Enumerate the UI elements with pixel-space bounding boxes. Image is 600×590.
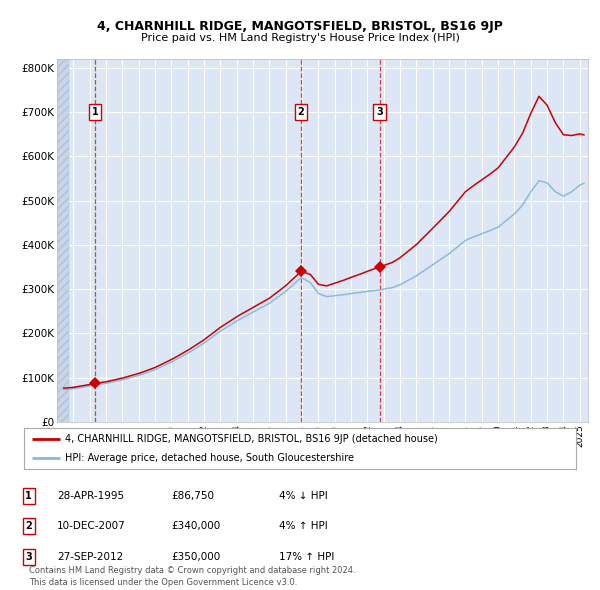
Text: Contains HM Land Registry data © Crown copyright and database right 2024.
This d: Contains HM Land Registry data © Crown c… [29, 566, 355, 587]
Text: 28-APR-1995: 28-APR-1995 [57, 491, 124, 500]
Bar [57, 59, 69, 422]
Text: Price paid vs. HM Land Registry's House Price Index (HPI): Price paid vs. HM Land Registry's House … [140, 34, 460, 43]
Text: 4% ↓ HPI: 4% ↓ HPI [279, 491, 328, 500]
Text: 10-DEC-2007: 10-DEC-2007 [57, 522, 126, 531]
Text: £350,000: £350,000 [171, 552, 220, 562]
Text: 1: 1 [25, 491, 32, 500]
Text: 1: 1 [92, 107, 98, 117]
Text: 4, CHARNHILL RIDGE, MANGOTSFIELD, BRISTOL, BS16 9JP (detached house): 4, CHARNHILL RIDGE, MANGOTSFIELD, BRISTO… [65, 434, 438, 444]
Text: 17% ↑ HPI: 17% ↑ HPI [279, 552, 334, 562]
Text: 2: 2 [298, 107, 304, 117]
Text: 2: 2 [25, 522, 32, 531]
Text: £340,000: £340,000 [171, 522, 220, 531]
Text: 4, CHARNHILL RIDGE, MANGOTSFIELD, BRISTOL, BS16 9JP: 4, CHARNHILL RIDGE, MANGOTSFIELD, BRISTO… [97, 20, 503, 33]
Text: HPI: Average price, detached house, South Gloucestershire: HPI: Average price, detached house, Sout… [65, 453, 355, 463]
Text: £86,750: £86,750 [171, 491, 214, 500]
Text: 3: 3 [25, 552, 32, 562]
Text: 27-SEP-2012: 27-SEP-2012 [57, 552, 123, 562]
Text: 3: 3 [376, 107, 383, 117]
Text: 4% ↑ HPI: 4% ↑ HPI [279, 522, 328, 531]
